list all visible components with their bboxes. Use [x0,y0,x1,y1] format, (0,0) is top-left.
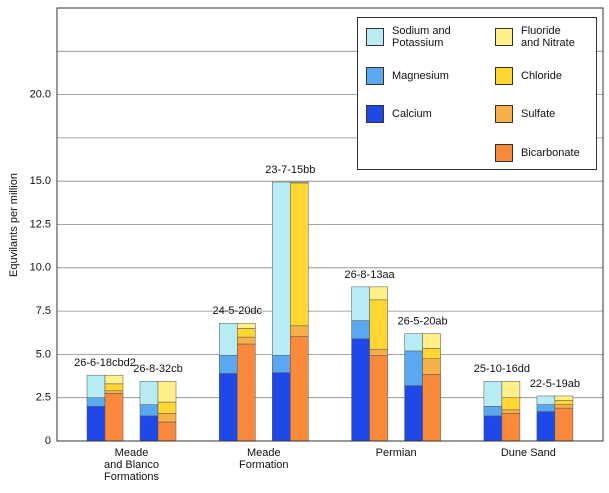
legend-label: Sulfate [521,108,556,120]
bar-segment [422,333,441,349]
bar-segment [157,401,177,414]
bar-segment [237,343,256,442]
bar-segment [290,325,309,337]
bar-segment [104,374,124,385]
well-label: 24-5-20dc [213,305,263,317]
bar-segment [369,299,388,350]
well-label: 22-5-19ab [530,378,580,390]
bar-segment [369,348,388,356]
legend-label: Chloride [521,69,562,82]
bar-segment [237,322,256,329]
bar-segment [104,390,124,394]
bar-segment [219,373,238,442]
y-tick-label: 5.0 [36,348,51,360]
legend-swatch [495,143,513,162]
y-tick-label: 15.0 [30,175,51,187]
bar-segment [483,406,503,417]
bar-segment [483,415,503,442]
well-label: 26-8-13aa [345,269,396,281]
y-tick-label: 20.0 [30,89,51,101]
bar-segment [86,374,106,398]
bar-segment [139,380,159,405]
bar-segment [157,421,177,442]
bar-segment [237,336,256,345]
well-label: 25-10-16dd [474,363,530,375]
bar-segment [351,338,370,442]
bar-segment [219,322,238,356]
bar-segment [501,413,521,442]
bar-segment [536,404,556,412]
group-label: Meade Formation [239,447,289,471]
bar-segment [139,415,159,442]
legend-swatch [495,105,513,123]
well-label: 26-8-32cb [133,363,183,375]
bar-segment [104,393,124,442]
legend: Calcium Magnesium Sodium and Potassium Bica… [357,17,597,170]
bar-segment [404,333,423,352]
bar-segment [351,286,370,321]
legend-label: Fluoride and Nitrate [521,25,575,49]
bar-segment [501,397,521,411]
bar-segment [554,407,574,442]
bar-segment [272,355,291,373]
well-label: 26-6-18cbd2 [74,357,136,369]
bar-segment [157,413,177,423]
well-label: 26-5-20ab [398,316,448,328]
bar-segment [404,385,423,442]
y-tick-label: 7.5 [36,305,51,317]
bar-segment [86,406,106,442]
group-label: Meade and Blanco Formations [103,447,160,483]
bar-segment [139,404,159,417]
y-tick-label: 12.5 [30,218,51,230]
bar-segment [369,355,388,442]
bar-segment [501,380,521,398]
legend-swatch [495,66,513,85]
bar-segment [554,400,574,405]
legend-label: Calcium [392,108,432,120]
group-label: Dune Sand [500,447,556,459]
bar-segment [369,286,388,301]
group-label: Permian [375,447,417,459]
bar-segment [422,358,441,375]
bar-segment [104,383,124,392]
bar-segment [290,181,309,184]
bar-segment [483,380,503,407]
bar-segment [422,374,441,442]
legend-label: Magnesium [392,69,449,82]
bar-segment [536,411,556,442]
y-axis-label: Equvilants per million [8,173,20,277]
bar-segment [290,182,309,327]
bar-segment [554,395,574,401]
bar-segment [86,397,106,407]
bar-segment [554,404,574,409]
bar-segment [237,328,256,338]
bar-segment [501,409,521,414]
bar-segment [422,348,441,359]
y-tick-label: 0 [45,435,51,447]
bar-segment [157,380,177,403]
plot-frame [56,7,604,442]
well-label: 23-7-15bb [265,164,315,176]
bar-segment [272,181,291,356]
bar-segment [272,372,291,442]
bar-segment [351,320,370,340]
legend-label: Bicarbonate [521,146,580,159]
legend-swatch [366,105,384,123]
bar-segment [219,355,238,374]
bar-segment [404,350,423,386]
legend-label: Sodium and Potassium [392,25,451,49]
legend-swatch [366,28,384,46]
legend-swatch [495,28,513,46]
bar-segment [536,395,556,405]
legend-swatch [366,66,384,85]
y-tick-label: 2.5 [36,392,51,404]
y-tick-label: 10.0 [30,262,51,274]
bar-segment [290,335,309,442]
